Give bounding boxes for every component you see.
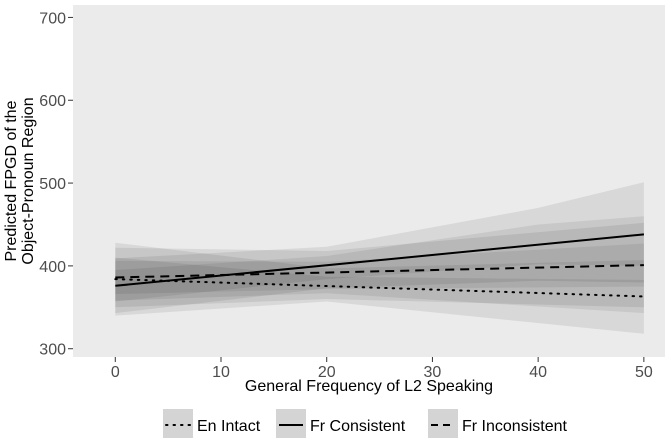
- fr-inconsistent-line: [115, 264, 644, 279]
- en-intact-legend-key: [163, 409, 193, 438]
- x-tick-label: 30: [424, 364, 442, 381]
- fr-consistent-ci-outer: [115, 182, 644, 314]
- fr-consistent-legend-key: [276, 409, 306, 438]
- y-axis-title: Predicted FPGD of theObject-Pronoun Regi…: [3, 97, 37, 264]
- en-intact-ci-inner: [115, 257, 644, 314]
- x-tick-label: 40: [529, 364, 547, 381]
- y-axis-title-line: Predicted FPGD of the: [3, 100, 20, 261]
- legend: En Intact Fr Consistent Fr Inconsistent: [163, 409, 567, 438]
- y-tick-label: 700: [39, 10, 66, 27]
- y-axis-title-line: Object-Pronoun Region: [20, 97, 37, 264]
- fr-inconsistent-ci-outer: [115, 222, 644, 308]
- fr-inconsistent-ci-inner: [115, 243, 644, 295]
- x-tick-label: 50: [635, 364, 653, 381]
- y-tick-label: 300: [39, 342, 66, 359]
- fr-consistent-line: [115, 233, 644, 287]
- x-axis-title: General Frequency of L2 Speaking: [245, 378, 493, 395]
- x-axis: 0 10 20 30 40 50: [111, 357, 653, 381]
- x-tick-label: 0: [111, 364, 120, 381]
- x-tick-label: 10: [212, 364, 230, 381]
- fr-inconsistent-legend-key: [428, 409, 458, 438]
- x-tick-label: 20: [318, 364, 336, 381]
- fr-consistent-legend-label: Fr Consistent: [310, 418, 406, 435]
- fr-consistent-ci-inner: [115, 216, 644, 302]
- y-axis: 300 400 500 600 700: [39, 10, 73, 359]
- y-tick-label: 500: [39, 176, 66, 193]
- en-intact-line: [114, 278, 645, 298]
- plot-panel: [73, 5, 665, 357]
- en-intact-legend-label: En Intact: [197, 418, 261, 435]
- series-lines: [114, 233, 645, 298]
- fr-inconsistent-legend-label: Fr Inconsistent: [462, 418, 567, 435]
- y-tick-label: 400: [39, 259, 66, 276]
- y-tick-label: 600: [39, 93, 66, 110]
